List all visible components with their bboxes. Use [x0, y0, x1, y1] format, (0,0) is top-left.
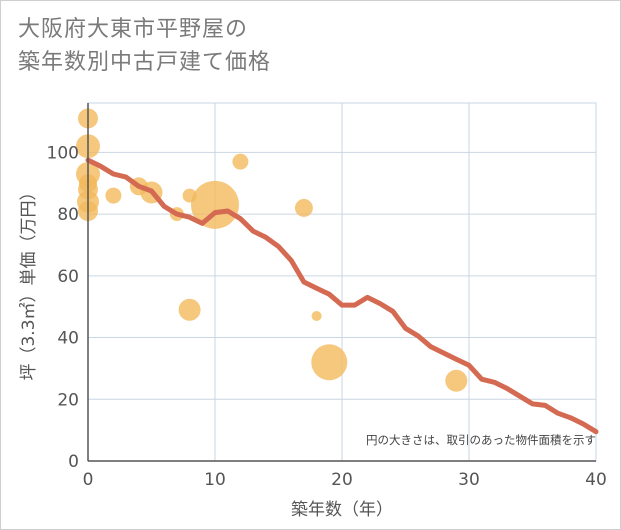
trend-series — [85, 157, 599, 435]
trend-line — [85, 157, 599, 435]
bubble-point — [311, 310, 322, 321]
y-tick-label: 100 — [47, 143, 79, 163]
axes — [87, 103, 596, 462]
x-tick-label: 0 — [83, 470, 94, 490]
bubble-point — [294, 198, 313, 217]
chart-title-line1: 大阪府大東市平野屋の — [18, 17, 249, 42]
size-note: 円の大きさは、取引のあった物件面積を示す — [366, 433, 596, 447]
chart-title: 大阪府大東市平野屋の 築年数別中古戸建て価格 — [18, 13, 271, 79]
bubble-point — [232, 153, 249, 170]
bubble-point — [311, 344, 348, 381]
bubble-point — [191, 180, 239, 229]
bubble-point — [105, 187, 122, 204]
y-tick-label: 40 — [57, 329, 79, 349]
y-tick-label: 80 — [57, 205, 79, 225]
y-tick-label: 60 — [57, 267, 79, 287]
y-tick-label: 20 — [57, 390, 79, 410]
x-tick-label: 40 — [585, 470, 607, 490]
x-axis-label: 築年数（年） — [291, 500, 393, 520]
tick-labels: 0 10 20 30 40 0 20 40 60 80 100 — [47, 143, 607, 490]
y-axis-label: 坪（3.3㎡）単価（万円） — [19, 183, 39, 380]
x-tick-label: 30 — [458, 470, 480, 490]
chart-title-line2: 築年数別中古戸建て価格 — [18, 50, 272, 75]
bubble-point — [445, 369, 468, 392]
x-tick-label: 10 — [204, 470, 226, 490]
y-tick-label: 0 — [68, 452, 79, 472]
x-tick-label: 20 — [331, 470, 353, 490]
bubble-point — [178, 298, 201, 321]
